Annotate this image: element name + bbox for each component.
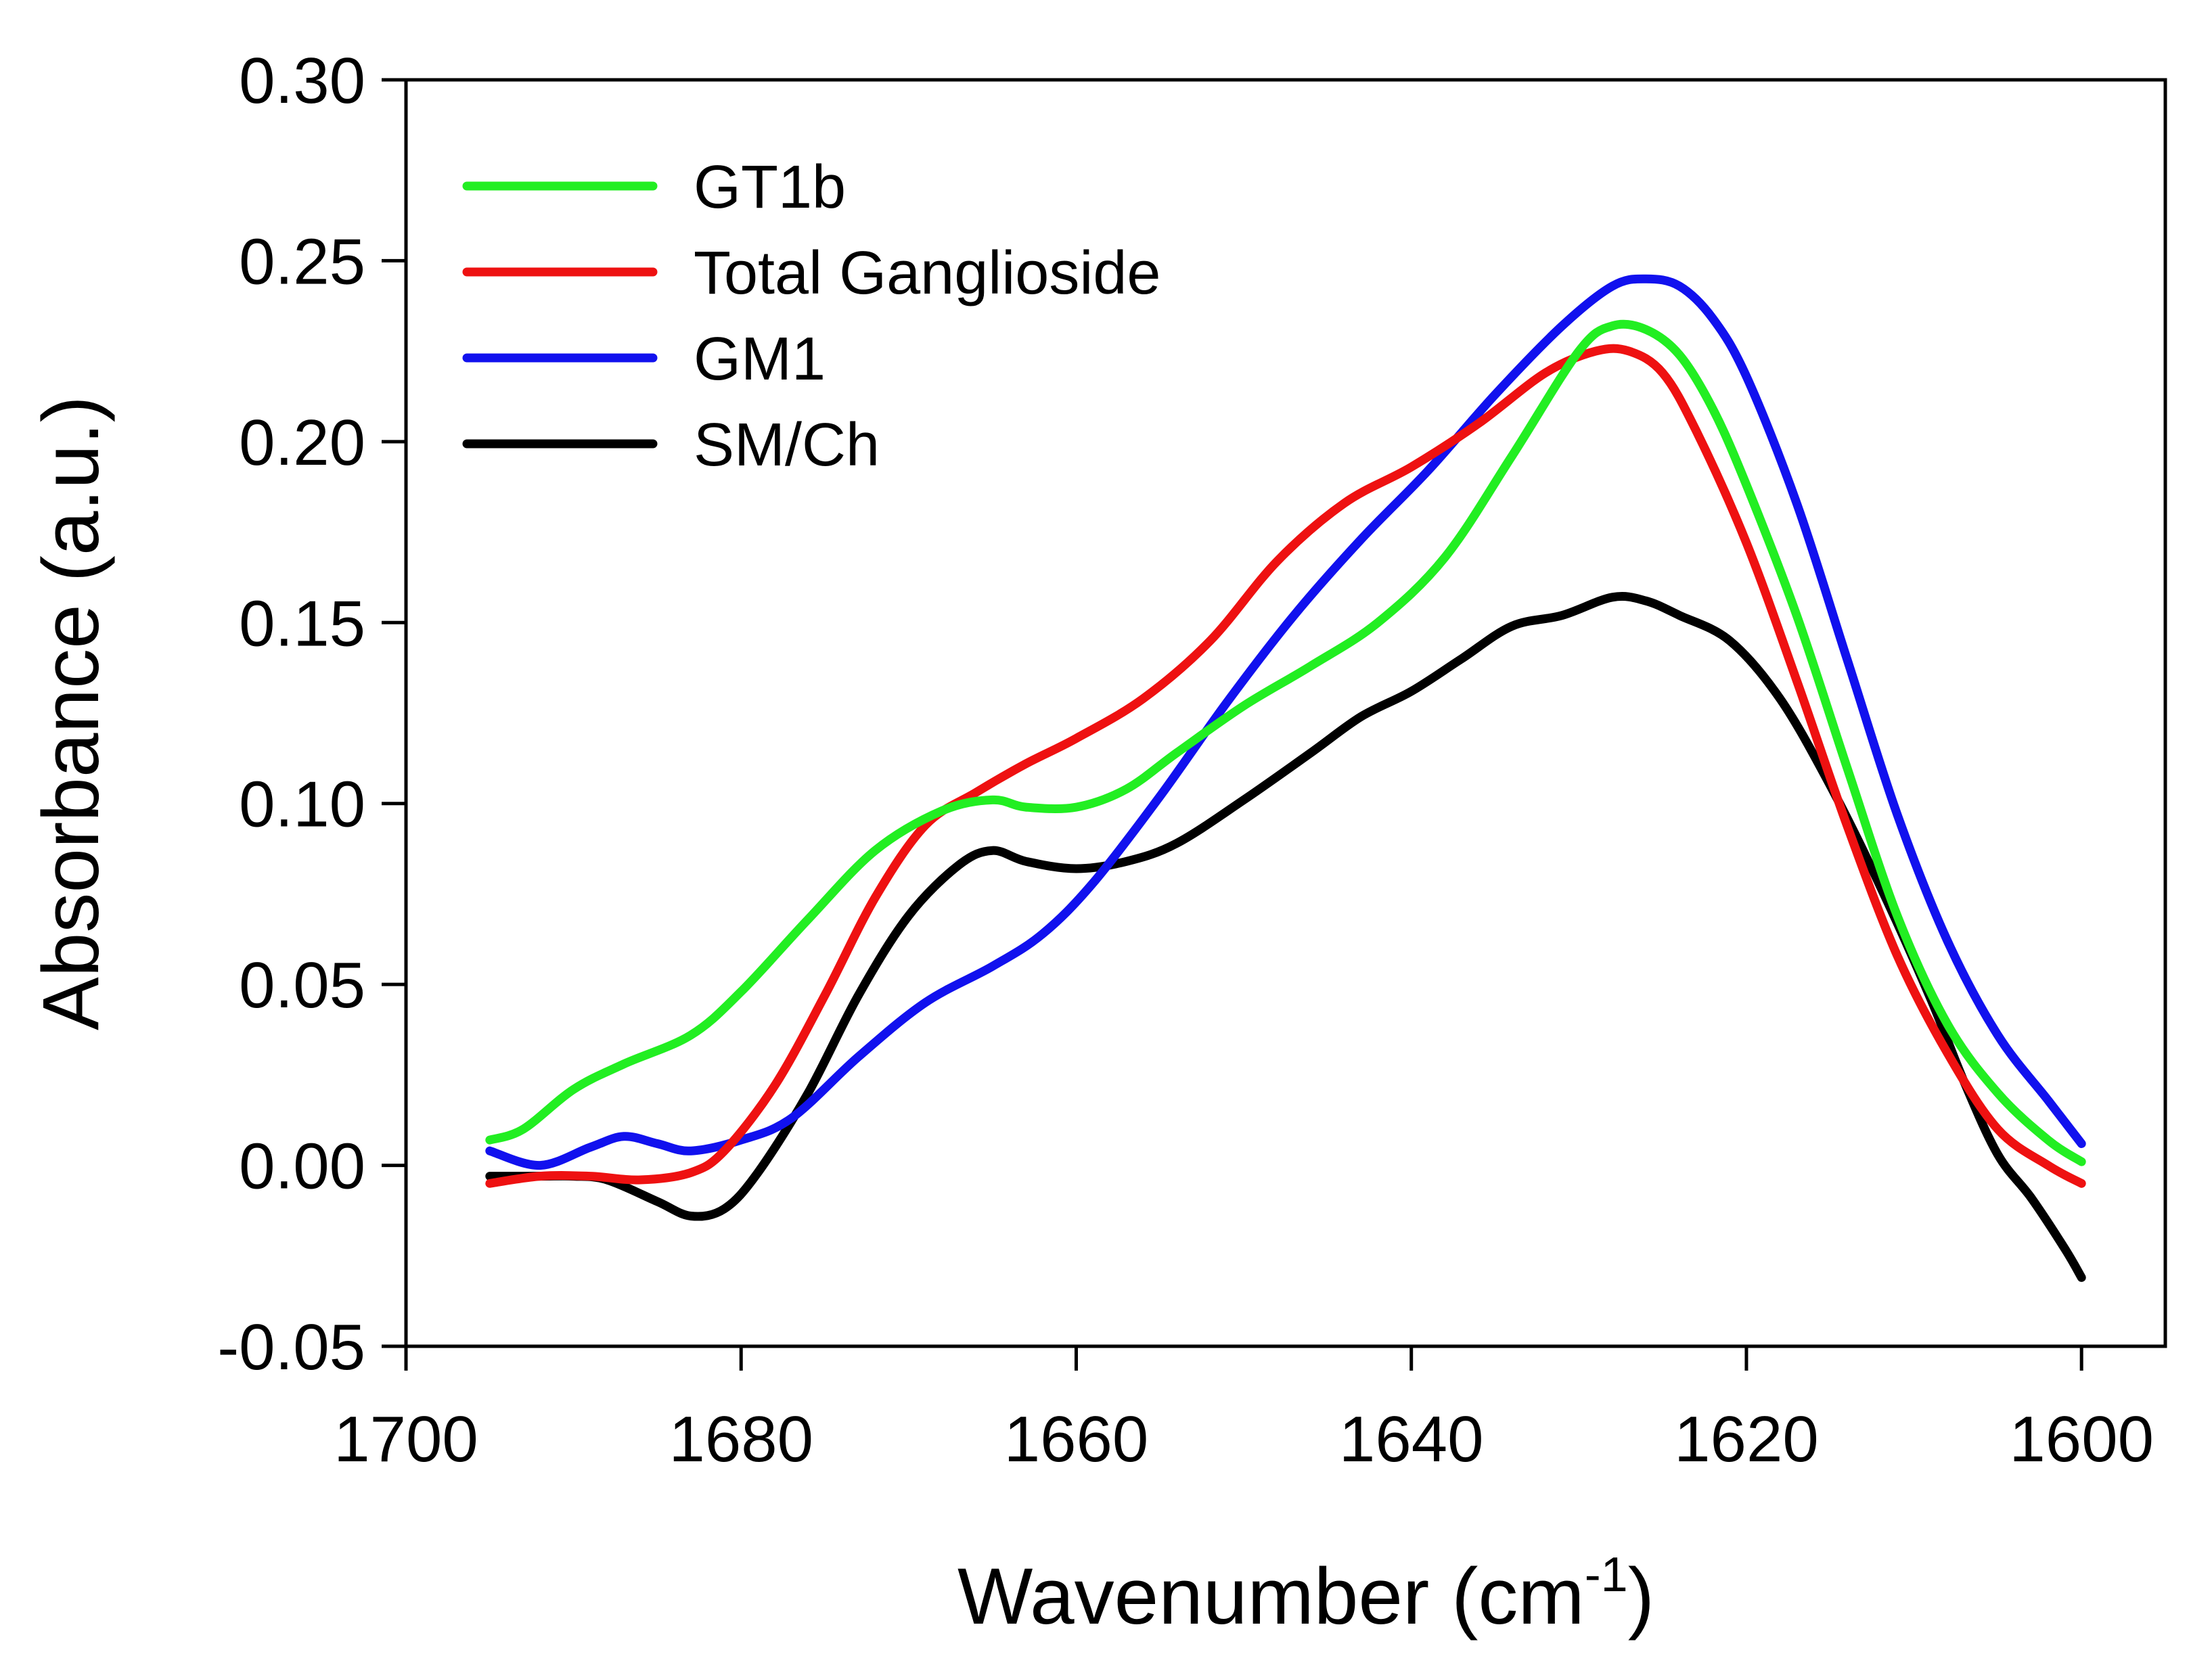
y-tick-label: 0.00 xyxy=(239,1130,365,1203)
plot-frame xyxy=(404,78,2167,1348)
x-axis-title: Wavenumber (cm-1) xyxy=(957,1548,1654,1641)
legend: GT1b Total Ganglioside GM1 SM/Ch xyxy=(462,154,1160,479)
x-tick-label: 1660 xyxy=(1004,1403,1149,1475)
legend-label-gm1: GM1 xyxy=(694,325,826,393)
x-tick-label: 1680 xyxy=(669,1403,813,1475)
x-axis: 1700 1680 1660 1640 1620 1600 xyxy=(334,1346,2154,1475)
x-tick-label: 1640 xyxy=(1339,1403,1484,1475)
x-tick-label: 1600 xyxy=(2009,1403,2154,1475)
series-line-total-ganglioside xyxy=(485,344,2086,1188)
y-tick-label: 0.10 xyxy=(239,769,365,841)
legend-label-gt1b: GT1b xyxy=(694,154,846,221)
y-axis-title: Absorbance (a.u.) xyxy=(26,396,116,1030)
legend-label-sm-ch: SM/Ch xyxy=(694,411,880,479)
legend-label-total-ganglioside: Total Ganglioside xyxy=(694,239,1160,307)
series-line-gm1 xyxy=(485,274,2086,1170)
series-line-gt1b xyxy=(485,319,2086,1166)
plot-area xyxy=(485,274,2086,1282)
y-tick-label: 0.25 xyxy=(239,225,365,298)
x-tick-label: 1620 xyxy=(1674,1403,1819,1475)
y-axis: -0.05 0.00 0.05 0.10 0.15 0.20 0.25 0.30 xyxy=(217,45,406,1383)
y-tick-label: 0.20 xyxy=(239,407,365,479)
x-tick-label: 1700 xyxy=(334,1403,478,1475)
y-tick-label: 0.15 xyxy=(239,587,365,660)
y-tick-label: 0.30 xyxy=(239,45,365,117)
y-tick-label: 0.05 xyxy=(239,949,365,1022)
y-tick-label: -0.05 xyxy=(217,1311,365,1383)
